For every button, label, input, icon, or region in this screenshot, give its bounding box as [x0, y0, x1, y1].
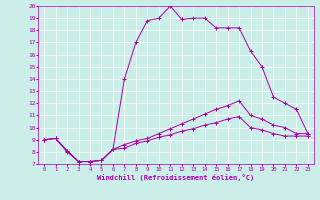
X-axis label: Windchill (Refroidissement éolien,°C): Windchill (Refroidissement éolien,°C): [97, 174, 255, 181]
